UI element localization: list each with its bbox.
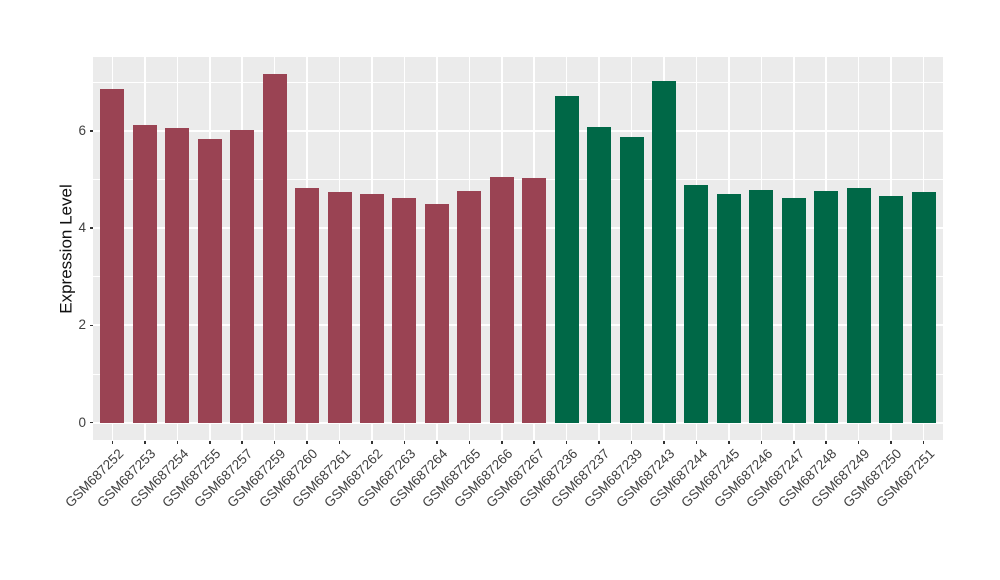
major-gridline: [93, 129, 943, 132]
x-tick-mark: [338, 440, 341, 444]
bar-GSM687266: [489, 177, 514, 423]
major-gridline: [93, 227, 943, 230]
x-tick-mark: [273, 440, 276, 444]
bar-GSM687250: [879, 195, 904, 423]
bar-GSM687236: [554, 95, 579, 423]
bar-GSM687263: [392, 197, 417, 423]
x-tick-mark: [728, 440, 730, 444]
major-gridline: [93, 324, 943, 327]
minor-gridline: [93, 178, 943, 180]
bar-GSM687255: [197, 138, 222, 423]
x-tick-mark: [598, 440, 600, 444]
x-tick-mark: [533, 440, 535, 444]
y-tick-label: 2: [78, 317, 86, 333]
bar-GSM687247: [781, 197, 806, 423]
y-tick-label: 0: [78, 414, 86, 430]
bar-GSM687237: [587, 126, 612, 423]
y-tick-mark: [89, 324, 93, 327]
x-tick-mark: [890, 440, 892, 444]
bar-GSM687253: [132, 124, 157, 423]
x-tick-mark: [403, 440, 406, 444]
x-tick-mark: [111, 440, 114, 444]
x-tick-mark: [468, 440, 471, 444]
bar-GSM687254: [165, 127, 190, 423]
minor-gridline: [93, 81, 943, 83]
bar-GSM687245: [716, 194, 741, 423]
minor-gridline: [93, 276, 943, 278]
x-tick-mark: [825, 440, 827, 444]
x-tick-mark: [857, 440, 860, 444]
y-axis-title-area: Expression Level: [54, 57, 80, 440]
x-tick-mark: [760, 440, 763, 444]
bar-GSM687257: [230, 129, 255, 423]
plot-panel: [93, 57, 943, 440]
x-tick-mark: [176, 440, 179, 444]
bar-GSM687267: [522, 178, 547, 423]
bar-GSM687249: [846, 187, 871, 423]
y-tick-label: 6: [78, 122, 86, 138]
bar-GSM687251: [911, 191, 936, 423]
bar-GSM687264: [424, 203, 449, 423]
x-tick-mark: [241, 440, 243, 444]
y-axis-title: Expression Level: [57, 183, 76, 314]
x-tick-mark: [922, 440, 925, 444]
x-tick-mark: [793, 440, 795, 444]
y-tick-mark: [89, 130, 93, 132]
x-tick-mark: [501, 440, 503, 444]
bar-GSM687265: [457, 190, 482, 423]
bar-GSM687260: [295, 188, 320, 423]
bar-GSM687261: [327, 191, 352, 423]
major-gridline: [93, 421, 943, 424]
x-tick-mark: [663, 440, 665, 444]
x-tick-mark: [209, 440, 211, 444]
x-tick-mark: [695, 440, 698, 444]
x-tick-mark: [630, 440, 633, 444]
x-tick-mark: [371, 440, 373, 444]
bar-GSM687252: [100, 89, 125, 423]
y-tick-label: 4: [78, 220, 86, 236]
bar-GSM687239: [619, 137, 644, 423]
bar-GSM687262: [360, 194, 384, 423]
bar-GSM687248: [814, 190, 839, 423]
y-tick-mark: [89, 421, 93, 424]
bar-GSM687259: [262, 73, 287, 423]
y-tick-mark: [89, 227, 93, 229]
x-tick-mark: [436, 440, 438, 444]
bar-GSM687246: [749, 189, 774, 423]
x-tick-mark: [306, 440, 308, 444]
bar-GSM687243: [651, 80, 676, 423]
x-tick-mark: [144, 440, 146, 444]
x-tick-mark: [565, 440, 568, 444]
minor-gridline: [93, 373, 943, 375]
bar-GSM687244: [684, 185, 709, 423]
